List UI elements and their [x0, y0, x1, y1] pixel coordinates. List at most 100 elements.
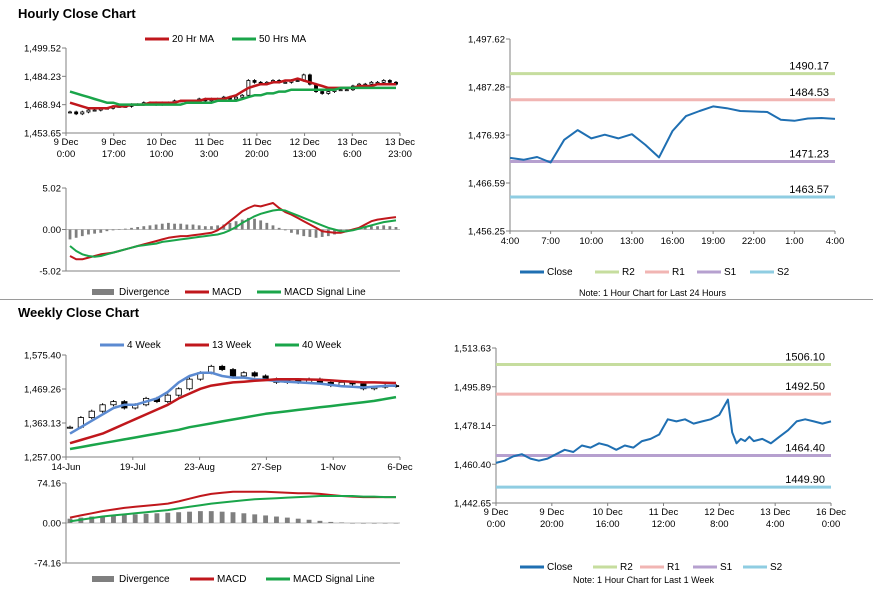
weekly_levels-level-label-r2: 1506.10: [785, 351, 825, 363]
hourly_macd-divergence-bar: [388, 226, 392, 230]
hourly_levels-x-tick-label: 10:00: [579, 236, 603, 247]
weekly_macd-legend-divergence-swatch: [92, 576, 114, 582]
hourly_price-x-tick-label: 3:00: [200, 149, 219, 160]
hourly_macd-divergence-bar: [376, 226, 379, 230]
weekly_price-legend-w4-label: 4 Week: [127, 340, 162, 351]
hourly_price-candle-body: [320, 91, 325, 94]
hourly_macd-divergence-bar: [68, 229, 72, 240]
weekly_price-w4-line: [69, 371, 397, 435]
weekly_macd-divergence-bar: [121, 514, 127, 523]
hourly_price-candle-body: [381, 80, 386, 83]
weekly_macd-divergence-bar: [208, 511, 214, 523]
weekly_macd-divergence-bar: [100, 515, 106, 523]
weekly_macd-y-tick-label: -74.16: [34, 559, 61, 570]
hourly_price-x-tick-label: 20:00: [245, 149, 269, 160]
weekly_price-candle-body: [251, 372, 258, 377]
hourly_macd-divergence-bar: [277, 227, 281, 230]
weekly_macd-divergence-bar: [317, 520, 323, 523]
hourly_price-x-tick-label: 13:00: [293, 149, 317, 160]
hourly_macd-divergence-bar: [173, 223, 176, 230]
hourly_levels-x-tick-label: 4:00: [501, 236, 520, 247]
weekly_price-x-tick-label: 23-Aug: [184, 462, 215, 473]
hourly_macd-divergence-bar: [203, 226, 207, 230]
weekly_levels-legend-r2-label: R2: [620, 562, 633, 573]
weekly_price-candle-body: [240, 372, 247, 377]
weekly_price-x-tick-label: 6-Dec: [387, 462, 413, 473]
weekly_levels-x-tick-label: 12:00: [652, 519, 676, 530]
hourly_price-x-tick-label: 13 Dec: [337, 137, 367, 148]
hourly_levels-y-tick-label: 1,466.59: [468, 179, 505, 190]
hourly_levels-y-tick-label: 1,456.25: [468, 227, 505, 238]
hourly_price-candle-body: [240, 94, 245, 98]
weekly_levels-x-tick-label: 0:00: [822, 519, 841, 530]
hourly_macd-divergence-bar: [265, 222, 269, 230]
hourly_levels-level-label-r1: 1484.53: [789, 87, 829, 99]
hourly_macd-y-tick-label: 0.00: [43, 225, 62, 236]
hourly_macd-divergence-bar: [210, 226, 213, 230]
hourly_macd-legend-signal-label: MACD Signal Line: [284, 287, 366, 298]
hourly_macd-divergence-bar: [136, 227, 140, 230]
hourly_macd-signal-line: [69, 208, 397, 258]
weekly_levels-legend-close-label: Close: [547, 562, 573, 573]
hourly_macd-divergence-bar: [320, 229, 324, 237]
hourly_macd-divergence-bar: [394, 227, 398, 230]
weekly_levels-x-tick-label: 16:00: [596, 519, 620, 530]
hourly_price-candle-body: [295, 80, 300, 82]
hourly_macd-divergence-bar: [296, 229, 299, 235]
weekly_levels-x-tick-label: 0:00: [487, 519, 506, 530]
hourly_macd-divergence-bar: [142, 226, 146, 230]
hourly_price-legend-ma20-label: 20 Hr MA: [172, 34, 215, 45]
weekly_macd-divergence-bar: [89, 516, 95, 523]
weekly_levels-level-label-s1: 1464.40: [785, 443, 825, 455]
weekly_levels-y-tick-label: 1,460.40: [454, 460, 491, 471]
weekly_macd-divergence-bar: [350, 523, 355, 524]
hourly_macd-divergence-bar: [87, 229, 90, 235]
hourly_price-candle-body: [92, 109, 97, 112]
weekly_levels-y-tick-label: 1,495.89: [454, 382, 491, 393]
weekly_macd-legend-signal-label: MACD Signal Line: [293, 574, 375, 585]
weekly_macd-divergence-bar: [111, 515, 116, 523]
weekly_price-candle-body: [110, 401, 117, 406]
weekly_macd-divergence-bar: [328, 521, 334, 523]
hourly_levels-level-label-r2: 1490.17: [789, 61, 829, 73]
hourly_levels-x-tick-label: 16:00: [661, 236, 685, 247]
weekly_price-x-tick-label: 1-Nov: [321, 462, 347, 473]
hourly_levels-x-tick-label: 7:00: [541, 236, 560, 247]
hourly_macd-divergence-bar: [216, 225, 220, 230]
weekly_macd-y-tick-label: 74.16: [37, 479, 61, 490]
hourly_price-x-tick-label: 23:00: [388, 149, 412, 160]
hourly_macd-y-tick-label: 5.02: [43, 184, 62, 195]
hourly_macd-divergence-bar: [179, 223, 183, 230]
hourly_macd-divergence-bar: [154, 224, 158, 230]
weekly_price-candle-body: [229, 369, 237, 377]
weekly_price-w40-line: [69, 395, 397, 451]
hourly-macd-chart: 5.02 0.00 -5.02 Divergence MACD MACD Signal L…: [39, 184, 400, 298]
weekly_macd-divergence-bar: [132, 514, 138, 523]
hourly_macd-divergence-bar: [253, 218, 256, 230]
hourly_price-x-tick-label: 9 Dec: [54, 137, 79, 148]
weekly_price-y-tick-label: 1,257.00: [24, 453, 61, 464]
weekly_macd-divergence-bar: [154, 513, 160, 523]
hourly_levels-close-line: [509, 105, 836, 164]
hourly_price-x-tick-label: 13 Dec: [385, 137, 415, 148]
hourly_macd-divergence-bar: [148, 225, 152, 230]
hourly_price-candle-body: [74, 111, 79, 115]
weekly_price-candle-body: [175, 388, 182, 396]
hourly_price-y-tick-label: 1,453.65: [24, 129, 61, 140]
weekly_levels-x-tick-label: 16 Dec: [816, 507, 846, 518]
hourly_price-candle-body: [80, 111, 85, 115]
hourly_levels-legend-s2-label: S2: [777, 267, 790, 278]
weekly_levels-level-label-r1: 1492.50: [785, 381, 825, 393]
weekly_levels-x-tick-label: 8:00: [710, 519, 729, 530]
hourly_levels-x-tick-label: 22:00: [742, 236, 766, 247]
weekly_macd-divergence-bar: [230, 512, 236, 523]
weekly_macd-divergence-bar: [382, 523, 388, 524]
weekly_levels-x-tick-label: 9 Dec: [539, 507, 564, 518]
hourly_macd-divergence-bar: [246, 217, 250, 230]
hourly_macd-y-tick-label: -5.02: [39, 267, 61, 278]
hourly_price-y-tick-label: 1,468.94: [24, 100, 61, 111]
hourly_macd-divergence-bar: [191, 224, 195, 230]
hourly_price-x-tick-label: 10 Dec: [146, 137, 176, 148]
weekly_macd-divergence-bar: [284, 517, 290, 523]
